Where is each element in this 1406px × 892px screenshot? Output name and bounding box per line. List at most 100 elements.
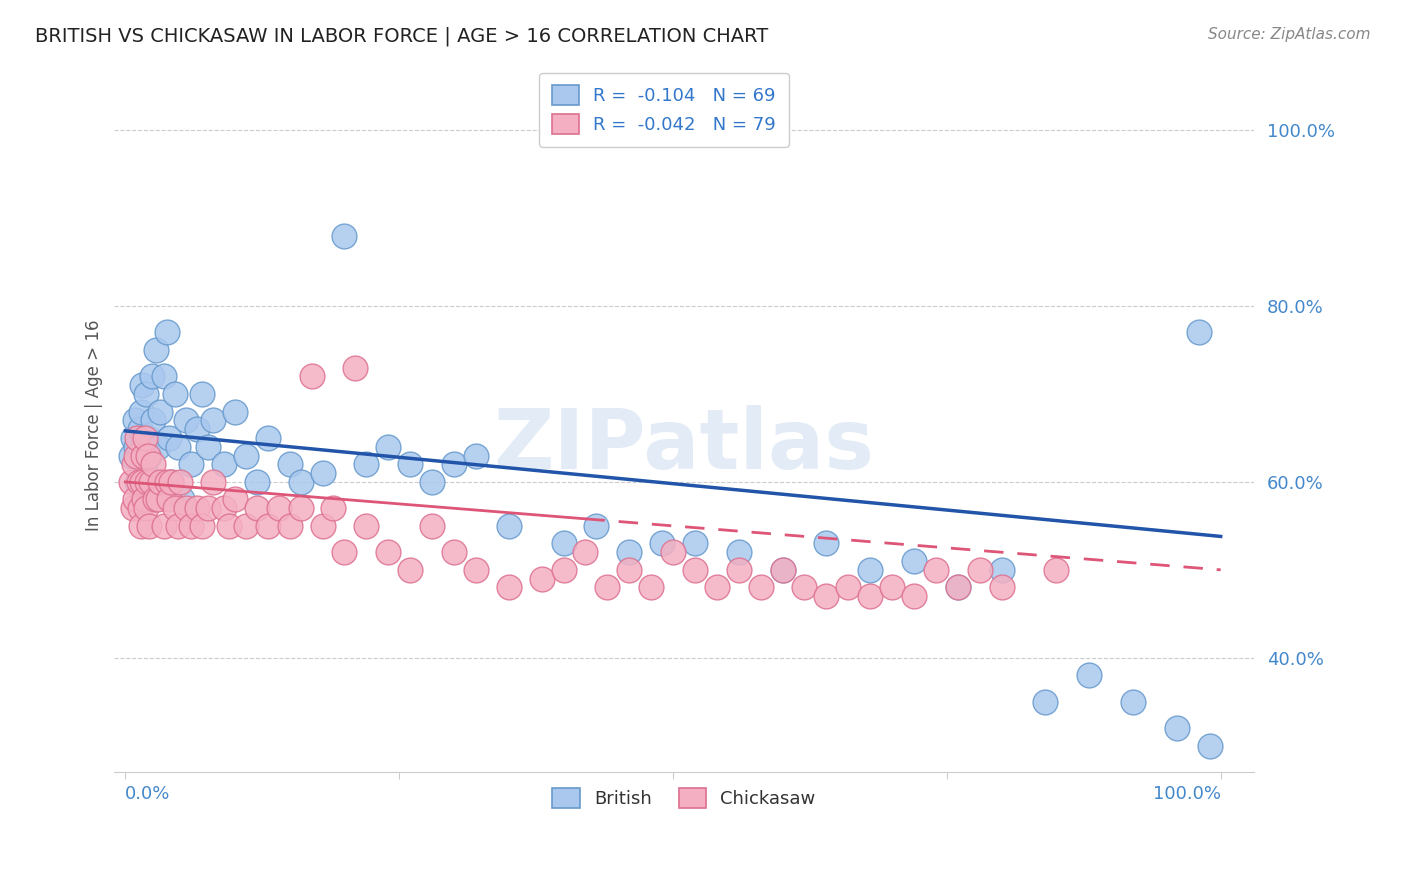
Point xyxy=(585,519,607,533)
Point xyxy=(124,492,146,507)
Point xyxy=(772,563,794,577)
Point xyxy=(120,449,142,463)
Point xyxy=(574,545,596,559)
Point xyxy=(727,563,749,577)
Legend: British, Chickasaw: British, Chickasaw xyxy=(546,780,823,815)
Point xyxy=(443,545,465,559)
Point xyxy=(322,501,344,516)
Point xyxy=(256,519,278,533)
Point xyxy=(139,475,162,489)
Point xyxy=(127,431,149,445)
Point xyxy=(224,492,246,507)
Point xyxy=(553,536,575,550)
Point xyxy=(651,536,673,550)
Point xyxy=(136,475,159,489)
Point xyxy=(267,501,290,516)
Point xyxy=(132,492,155,507)
Point xyxy=(706,581,728,595)
Point xyxy=(443,458,465,472)
Point xyxy=(1122,695,1144,709)
Point xyxy=(333,228,356,243)
Point xyxy=(903,554,925,568)
Point xyxy=(191,387,214,401)
Point xyxy=(134,431,156,445)
Point xyxy=(157,492,180,507)
Point xyxy=(290,475,312,489)
Point xyxy=(167,519,190,533)
Point xyxy=(290,501,312,516)
Point xyxy=(619,563,641,577)
Point xyxy=(837,581,859,595)
Point xyxy=(399,563,422,577)
Text: 100.0%: 100.0% xyxy=(1153,785,1220,804)
Point xyxy=(149,404,172,418)
Point xyxy=(946,581,969,595)
Point xyxy=(131,475,153,489)
Point xyxy=(138,449,160,463)
Point xyxy=(135,501,157,516)
Point xyxy=(152,369,174,384)
Point xyxy=(301,369,323,384)
Point xyxy=(990,581,1012,595)
Point xyxy=(174,413,197,427)
Point xyxy=(859,589,882,603)
Point xyxy=(278,519,301,533)
Point xyxy=(212,501,235,516)
Point xyxy=(356,458,378,472)
Point xyxy=(160,475,183,489)
Point xyxy=(619,545,641,559)
Point xyxy=(122,458,145,472)
Point xyxy=(132,492,155,507)
Point xyxy=(246,475,269,489)
Point xyxy=(530,572,553,586)
Point xyxy=(464,563,486,577)
Point xyxy=(125,449,148,463)
Point xyxy=(1188,326,1211,340)
Point xyxy=(132,449,155,463)
Point xyxy=(1078,668,1101,682)
Point xyxy=(218,519,240,533)
Point xyxy=(903,589,925,603)
Point xyxy=(498,581,520,595)
Point xyxy=(148,492,170,507)
Point xyxy=(163,501,186,516)
Point xyxy=(793,581,815,595)
Point xyxy=(498,519,520,533)
Point xyxy=(180,458,202,472)
Point xyxy=(1198,739,1220,753)
Point xyxy=(553,563,575,577)
Point xyxy=(1045,563,1067,577)
Point xyxy=(246,501,269,516)
Point xyxy=(138,449,160,463)
Point xyxy=(683,563,706,577)
Point xyxy=(815,536,838,550)
Point xyxy=(152,519,174,533)
Point xyxy=(143,492,166,507)
Point xyxy=(169,475,191,489)
Point xyxy=(127,475,149,489)
Point xyxy=(727,545,749,559)
Point xyxy=(278,458,301,472)
Point xyxy=(172,492,194,507)
Point xyxy=(399,458,422,472)
Point xyxy=(142,413,165,427)
Point xyxy=(596,581,619,595)
Point xyxy=(129,404,152,418)
Text: Source: ZipAtlas.com: Source: ZipAtlas.com xyxy=(1208,27,1371,42)
Text: 0.0%: 0.0% xyxy=(125,785,170,804)
Point xyxy=(138,519,160,533)
Point xyxy=(167,440,190,454)
Point xyxy=(197,501,219,516)
Point xyxy=(1166,721,1188,735)
Point xyxy=(132,431,155,445)
Point xyxy=(859,563,882,577)
Point xyxy=(134,458,156,472)
Point xyxy=(224,404,246,418)
Point xyxy=(969,563,991,577)
Point xyxy=(156,475,179,489)
Point xyxy=(815,589,838,603)
Point xyxy=(1035,695,1057,709)
Point xyxy=(131,378,153,392)
Point xyxy=(344,360,367,375)
Point xyxy=(772,563,794,577)
